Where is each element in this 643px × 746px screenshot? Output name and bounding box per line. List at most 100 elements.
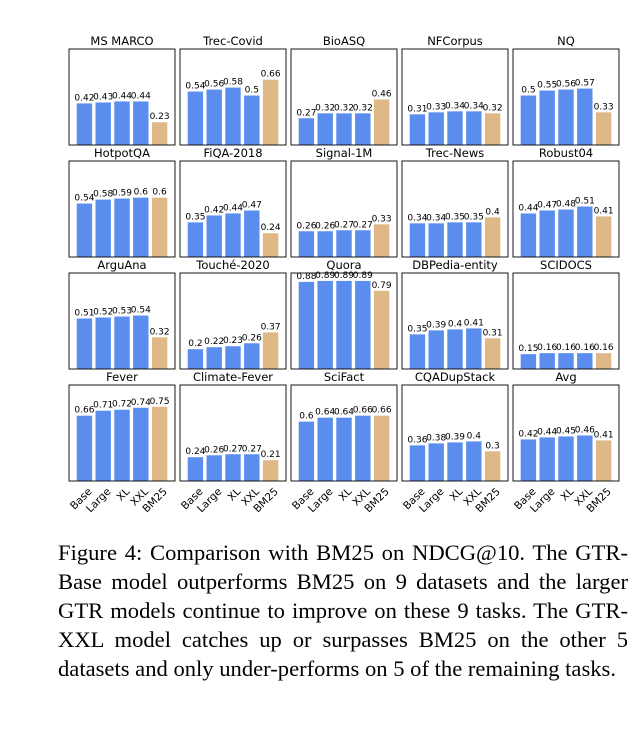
- gtr-bar: [114, 409, 130, 481]
- panel-title: DBPedia-entity: [412, 258, 498, 272]
- bm25-bar: [484, 217, 501, 257]
- gtr-bar: [466, 441, 482, 481]
- bm25-bar: [262, 332, 279, 369]
- gtr-bar: [76, 103, 93, 145]
- bar-value-label: 0.16: [594, 343, 614, 353]
- bar-value-label: 0.51: [74, 309, 94, 319]
- bar-value-label: 0.55: [537, 81, 557, 91]
- panel-frame: [401, 160, 509, 258]
- bar-value-label: 0.44: [223, 203, 243, 213]
- panel-title: Robust04: [539, 146, 593, 160]
- bar-value-label: 0.51: [575, 197, 595, 207]
- bar-value-label: 0.35: [185, 212, 205, 222]
- bar-value-label: 0.15: [518, 344, 538, 354]
- bar-value-label: 0.88: [296, 272, 316, 282]
- gtr-bar: [317, 417, 333, 481]
- bar-value-label: 0.54: [131, 306, 151, 316]
- panel-frame: [512, 272, 620, 370]
- gtr-bar: [225, 87, 241, 145]
- panel-title: Touché-2020: [195, 258, 270, 272]
- gtr-bar: [225, 454, 241, 481]
- gtr-bar: [336, 280, 352, 369]
- gtr-bar: [558, 353, 574, 369]
- chart-grid: MS MARCO0.420.430.440.440.23Trec-Covid0.…: [68, 34, 620, 515]
- bar-value-label: 0.35: [464, 212, 484, 222]
- gtr-bar: [355, 113, 371, 145]
- bar-value-label: 0.52: [93, 308, 113, 318]
- bar-value-label: 0.89: [353, 271, 373, 281]
- bar-value-label: 0.47: [537, 200, 557, 210]
- bar-value-label: 0.32: [315, 103, 335, 113]
- gtr-bar: [577, 88, 593, 145]
- bar-value-label: 0.37: [261, 322, 281, 332]
- panel-frame: [68, 272, 176, 370]
- bar-value-label: 0.27: [334, 220, 354, 230]
- gtr-bar: [95, 317, 111, 369]
- bar-value-label: 0.56: [556, 80, 576, 90]
- gtr-bar: [298, 281, 315, 369]
- bar-value-label: 0.16: [556, 343, 576, 353]
- panel-frame: [179, 384, 287, 482]
- panel-title: CQADupStack: [415, 370, 496, 384]
- bar-value-label: 0.32: [483, 103, 503, 113]
- gtr-bar: [206, 215, 222, 257]
- bar-value-label: 0.31: [483, 328, 503, 338]
- bar-value-label: 0.6: [152, 188, 167, 198]
- bar-value-label: 0.39: [426, 320, 446, 330]
- gtr-bar: [95, 199, 111, 257]
- bar-value-label: 0.16: [575, 343, 595, 353]
- bar-value-label: 0.38: [426, 433, 446, 443]
- panel-title: Avg: [555, 370, 576, 384]
- gtr-bar: [206, 89, 222, 145]
- bar-value-label: 0.59: [112, 189, 132, 199]
- bar-value-label: 0.24: [261, 223, 281, 233]
- bar-value-label: 0.79: [372, 281, 392, 291]
- bar-value-label: 0.33: [426, 102, 446, 112]
- bm25-bar: [373, 415, 390, 481]
- panel-title: NFCorpus: [427, 34, 483, 48]
- panel-frame: [401, 272, 509, 370]
- bar-value-label: 0.66: [353, 406, 373, 416]
- bar-value-label: 0.4: [467, 431, 482, 441]
- panel-title: Quora: [326, 258, 361, 272]
- gtr-bar: [409, 223, 426, 257]
- panel-title: Trec-News: [425, 146, 484, 160]
- gtr-bar: [539, 90, 555, 145]
- panel-frame: [68, 384, 176, 482]
- gtr-bar: [409, 334, 426, 369]
- bar-value-label: 0.42: [518, 429, 538, 439]
- panel-frame: [179, 272, 287, 370]
- bar-value-label: 0.46: [575, 425, 595, 435]
- bar-value-label: 0.2: [188, 339, 202, 349]
- gtr-bar: [355, 415, 371, 481]
- gtr-bar: [577, 206, 593, 257]
- bar-value-label: 0.42: [74, 93, 94, 103]
- bar-value-label: 0.64: [315, 408, 335, 418]
- bar-value-label: 0.45: [556, 426, 576, 436]
- panel-frame: [512, 48, 620, 146]
- gtr-bar: [114, 101, 130, 145]
- gtr-bar: [206, 347, 222, 369]
- gtr-bar: [539, 437, 555, 481]
- gtr-bar: [133, 407, 149, 481]
- bar-value-label: 0.89: [315, 271, 335, 281]
- panel-title: NQ: [557, 34, 575, 48]
- gtr-bar: [520, 95, 537, 145]
- bar-value-label: 0.41: [594, 430, 614, 440]
- bm25-bar: [151, 122, 168, 145]
- gtr-bar: [466, 328, 482, 369]
- panel-frame: [401, 48, 509, 146]
- bm25-bar: [595, 216, 612, 257]
- bm25-bar: [595, 353, 612, 369]
- panel-frame: [68, 160, 176, 258]
- bar-value-label: 0.44: [518, 203, 538, 213]
- gtr-bar: [336, 230, 352, 257]
- gtr-bar: [114, 316, 130, 369]
- gtr-bar: [428, 112, 444, 145]
- gtr-bar: [133, 101, 149, 145]
- panel-title: Fever: [106, 370, 138, 384]
- bar-value-label: 0.44: [131, 91, 151, 101]
- gtr-bar: [355, 280, 371, 369]
- bar-value-label: 0.54: [74, 194, 94, 204]
- panel-title: BioASQ: [323, 34, 365, 48]
